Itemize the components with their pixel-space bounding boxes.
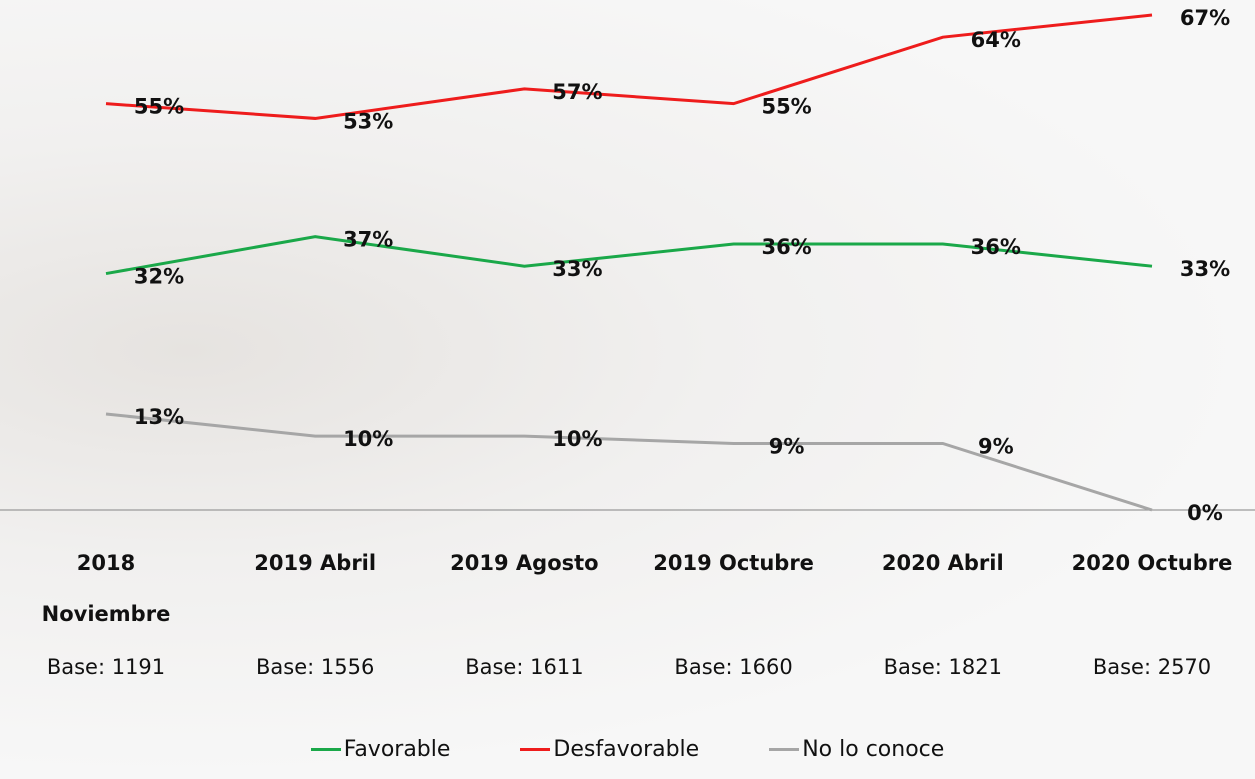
data-label: 67%	[1180, 6, 1230, 30]
x-tick-label: 2019 Agosto	[420, 538, 629, 589]
base-label: Base: 1660	[634, 655, 834, 679]
legend: Favorable Desfavorable No lo conoce	[0, 737, 1255, 762]
data-label: 36%	[761, 235, 811, 259]
base-label: Base: 1556	[215, 655, 415, 679]
data-label: 37%	[343, 228, 393, 252]
data-label: 33%	[552, 257, 602, 281]
data-label: 0%	[1187, 501, 1223, 525]
legend-item: No lo conoce	[769, 737, 944, 762]
base-label: Base: 1191	[6, 655, 206, 679]
data-label: 13%	[134, 405, 184, 429]
data-label: 9%	[769, 435, 805, 459]
legend-label: No lo conoce	[802, 737, 944, 762]
x-tick-label: 2019 Octubre	[629, 538, 838, 589]
data-label: 33%	[1180, 257, 1230, 281]
x-tick-label: 2018 Noviembre	[28, 538, 184, 640]
base-label: Base: 2570	[1052, 655, 1252, 679]
data-label: 10%	[552, 427, 602, 451]
data-label: 10%	[343, 427, 393, 451]
legend-item: Desfavorable	[520, 737, 699, 762]
data-label: 53%	[343, 109, 393, 133]
x-tick-label: 2020 Abril	[838, 538, 1047, 589]
base-label: Base: 1611	[424, 655, 624, 679]
x-tick-label: 2019 Abril	[211, 538, 420, 589]
data-label: 55%	[134, 95, 184, 119]
data-label: 64%	[971, 28, 1021, 52]
legend-item: Favorable	[311, 737, 451, 762]
series-line	[106, 414, 1152, 510]
data-label: 9%	[978, 435, 1014, 459]
page: 32% 37% 33% 36% 36% 33% 55% 53% 57% 55% 64% 67% 13% 1…	[0, 0, 1255, 779]
legend-label: Desfavorable	[553, 737, 699, 762]
data-label: 57%	[552, 80, 602, 104]
legend-swatch	[520, 748, 550, 751]
data-label: 32%	[134, 265, 184, 289]
data-label: 36%	[971, 235, 1021, 259]
legend-swatch	[311, 748, 341, 751]
base-label: Base: 1821	[843, 655, 1043, 679]
data-label: 55%	[761, 95, 811, 119]
legend-label: Favorable	[344, 737, 451, 762]
legend-swatch	[769, 748, 799, 751]
x-tick-label: 2020 Octubre	[1048, 538, 1255, 589]
